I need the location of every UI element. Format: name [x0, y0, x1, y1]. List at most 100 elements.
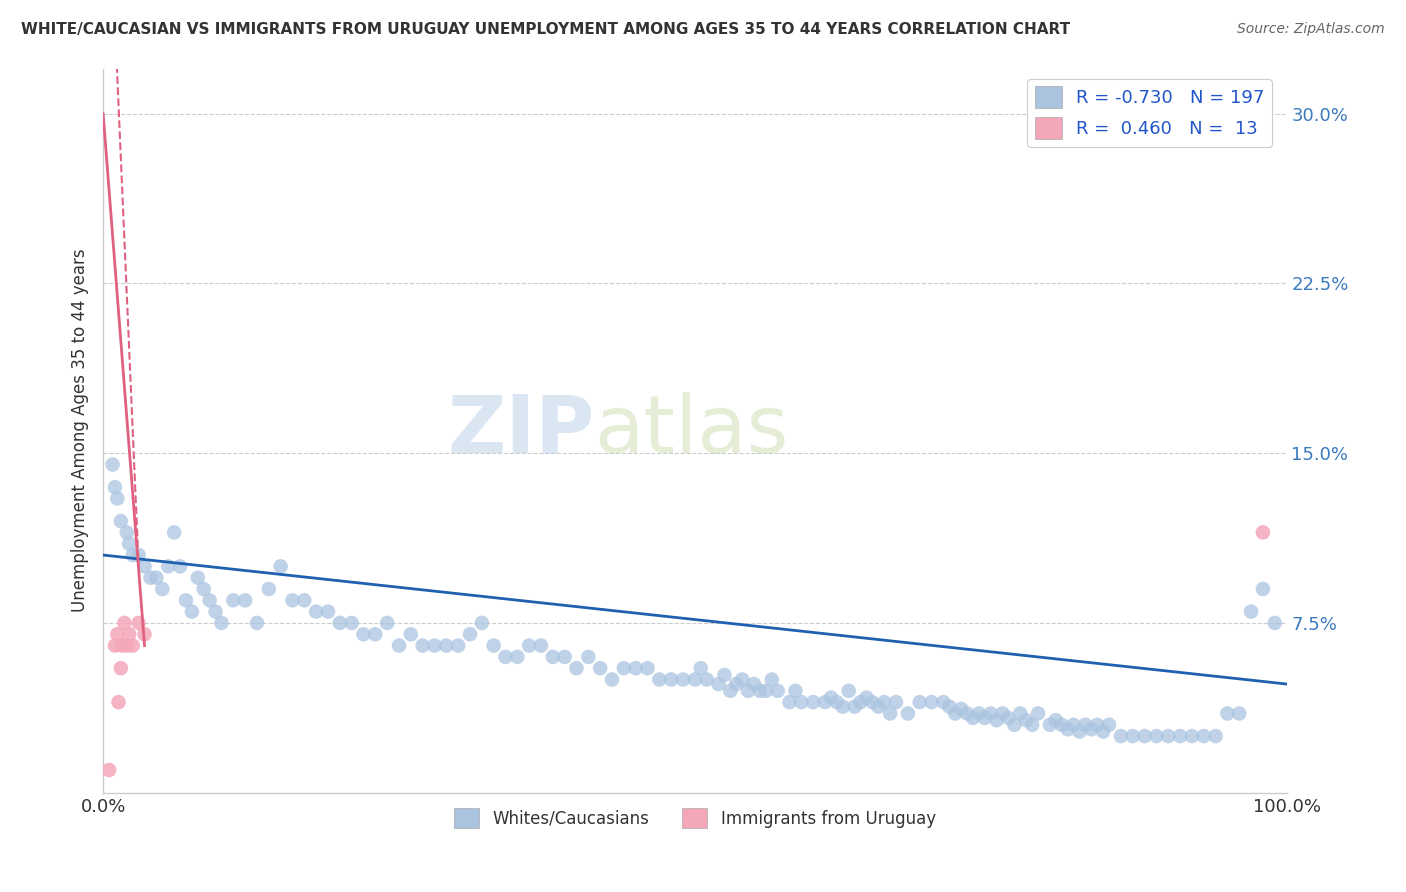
Point [375, 615, 398, 630]
Point [187, 571, 209, 585]
Point [1205, 729, 1227, 743]
Point [956, 706, 979, 721]
Point [204, 605, 226, 619]
Point [105, 491, 128, 506]
Point [340, 615, 363, 630]
Point [434, 639, 457, 653]
Point [193, 582, 215, 596]
Point [707, 677, 730, 691]
Point [659, 673, 682, 687]
Point [316, 605, 339, 619]
Point [962, 711, 984, 725]
Text: WHITE/CAUCASIAN VS IMMIGRANTS FROM URUGUAY UNEMPLOYMENT AMONG AGES 35 TO 44 YEAR: WHITE/CAUCASIAN VS IMMIGRANTS FROM URUGU… [21, 22, 1070, 37]
Point [576, 649, 599, 664]
Point [785, 683, 807, 698]
Point [1251, 582, 1274, 596]
Point [997, 711, 1019, 725]
Point [495, 649, 517, 664]
Text: Source: ZipAtlas.com: Source: ZipAtlas.com [1237, 22, 1385, 37]
Point [115, 525, 138, 540]
Point [696, 673, 718, 687]
Point [831, 699, 853, 714]
Point [292, 593, 315, 607]
Point [246, 615, 269, 630]
Point [118, 537, 141, 551]
Point [761, 673, 783, 687]
Point [967, 706, 990, 721]
Point [222, 593, 245, 607]
Point [150, 582, 173, 596]
Point [718, 683, 741, 698]
Point [115, 639, 138, 653]
Point [1133, 729, 1156, 743]
Point [107, 695, 129, 709]
Point [163, 525, 186, 540]
Point [737, 683, 759, 698]
Point [447, 639, 470, 653]
Point [104, 639, 127, 653]
Point [1264, 615, 1286, 630]
Point [683, 673, 706, 687]
Point [353, 627, 375, 641]
Point [110, 514, 132, 528]
Point [1157, 729, 1180, 743]
Point [755, 683, 778, 698]
Point [281, 593, 304, 607]
Point [648, 673, 671, 687]
Point [364, 627, 387, 641]
Point [121, 639, 143, 653]
Point [134, 627, 156, 641]
Point [932, 695, 955, 709]
Point [110, 661, 132, 675]
Point [1109, 729, 1132, 743]
Point [257, 582, 280, 596]
Point [825, 695, 848, 709]
Point [98, 763, 121, 777]
Point [908, 695, 931, 709]
Point [139, 571, 162, 585]
Point [1098, 718, 1121, 732]
Legend: Whites/Caucasians, Immigrants from Uruguay: Whites/Caucasians, Immigrants from Urugu… [447, 801, 942, 835]
Point [128, 615, 150, 630]
Point [1063, 718, 1085, 732]
Point [482, 639, 505, 653]
Text: atlas: atlas [595, 392, 789, 469]
Point [1039, 718, 1062, 732]
Point [873, 695, 896, 709]
Point [530, 639, 553, 653]
Point [731, 673, 754, 687]
Point [565, 661, 588, 675]
Point [1168, 729, 1191, 743]
Point [1080, 723, 1102, 737]
Point [388, 639, 411, 653]
Point [790, 695, 813, 709]
Point [897, 706, 920, 721]
Point [613, 661, 636, 675]
Point [1216, 706, 1239, 721]
Point [157, 559, 180, 574]
Point [471, 615, 494, 630]
Point [1021, 718, 1043, 732]
Point [991, 706, 1014, 721]
Point [118, 627, 141, 641]
Point [600, 673, 623, 687]
Point [134, 559, 156, 574]
Point [884, 695, 907, 709]
Point [1240, 605, 1263, 619]
Point [517, 639, 540, 653]
Point [637, 661, 659, 675]
Point [101, 458, 124, 472]
Point [1181, 729, 1204, 743]
Point [950, 702, 973, 716]
Point [305, 605, 328, 619]
Point [1056, 723, 1078, 737]
Point [1002, 718, 1025, 732]
Point [1122, 729, 1144, 743]
Point [742, 677, 765, 691]
Point [329, 615, 352, 630]
Point [211, 615, 233, 630]
Point [624, 661, 647, 675]
Point [868, 699, 890, 714]
Point [1050, 718, 1073, 732]
Point [1085, 718, 1108, 732]
